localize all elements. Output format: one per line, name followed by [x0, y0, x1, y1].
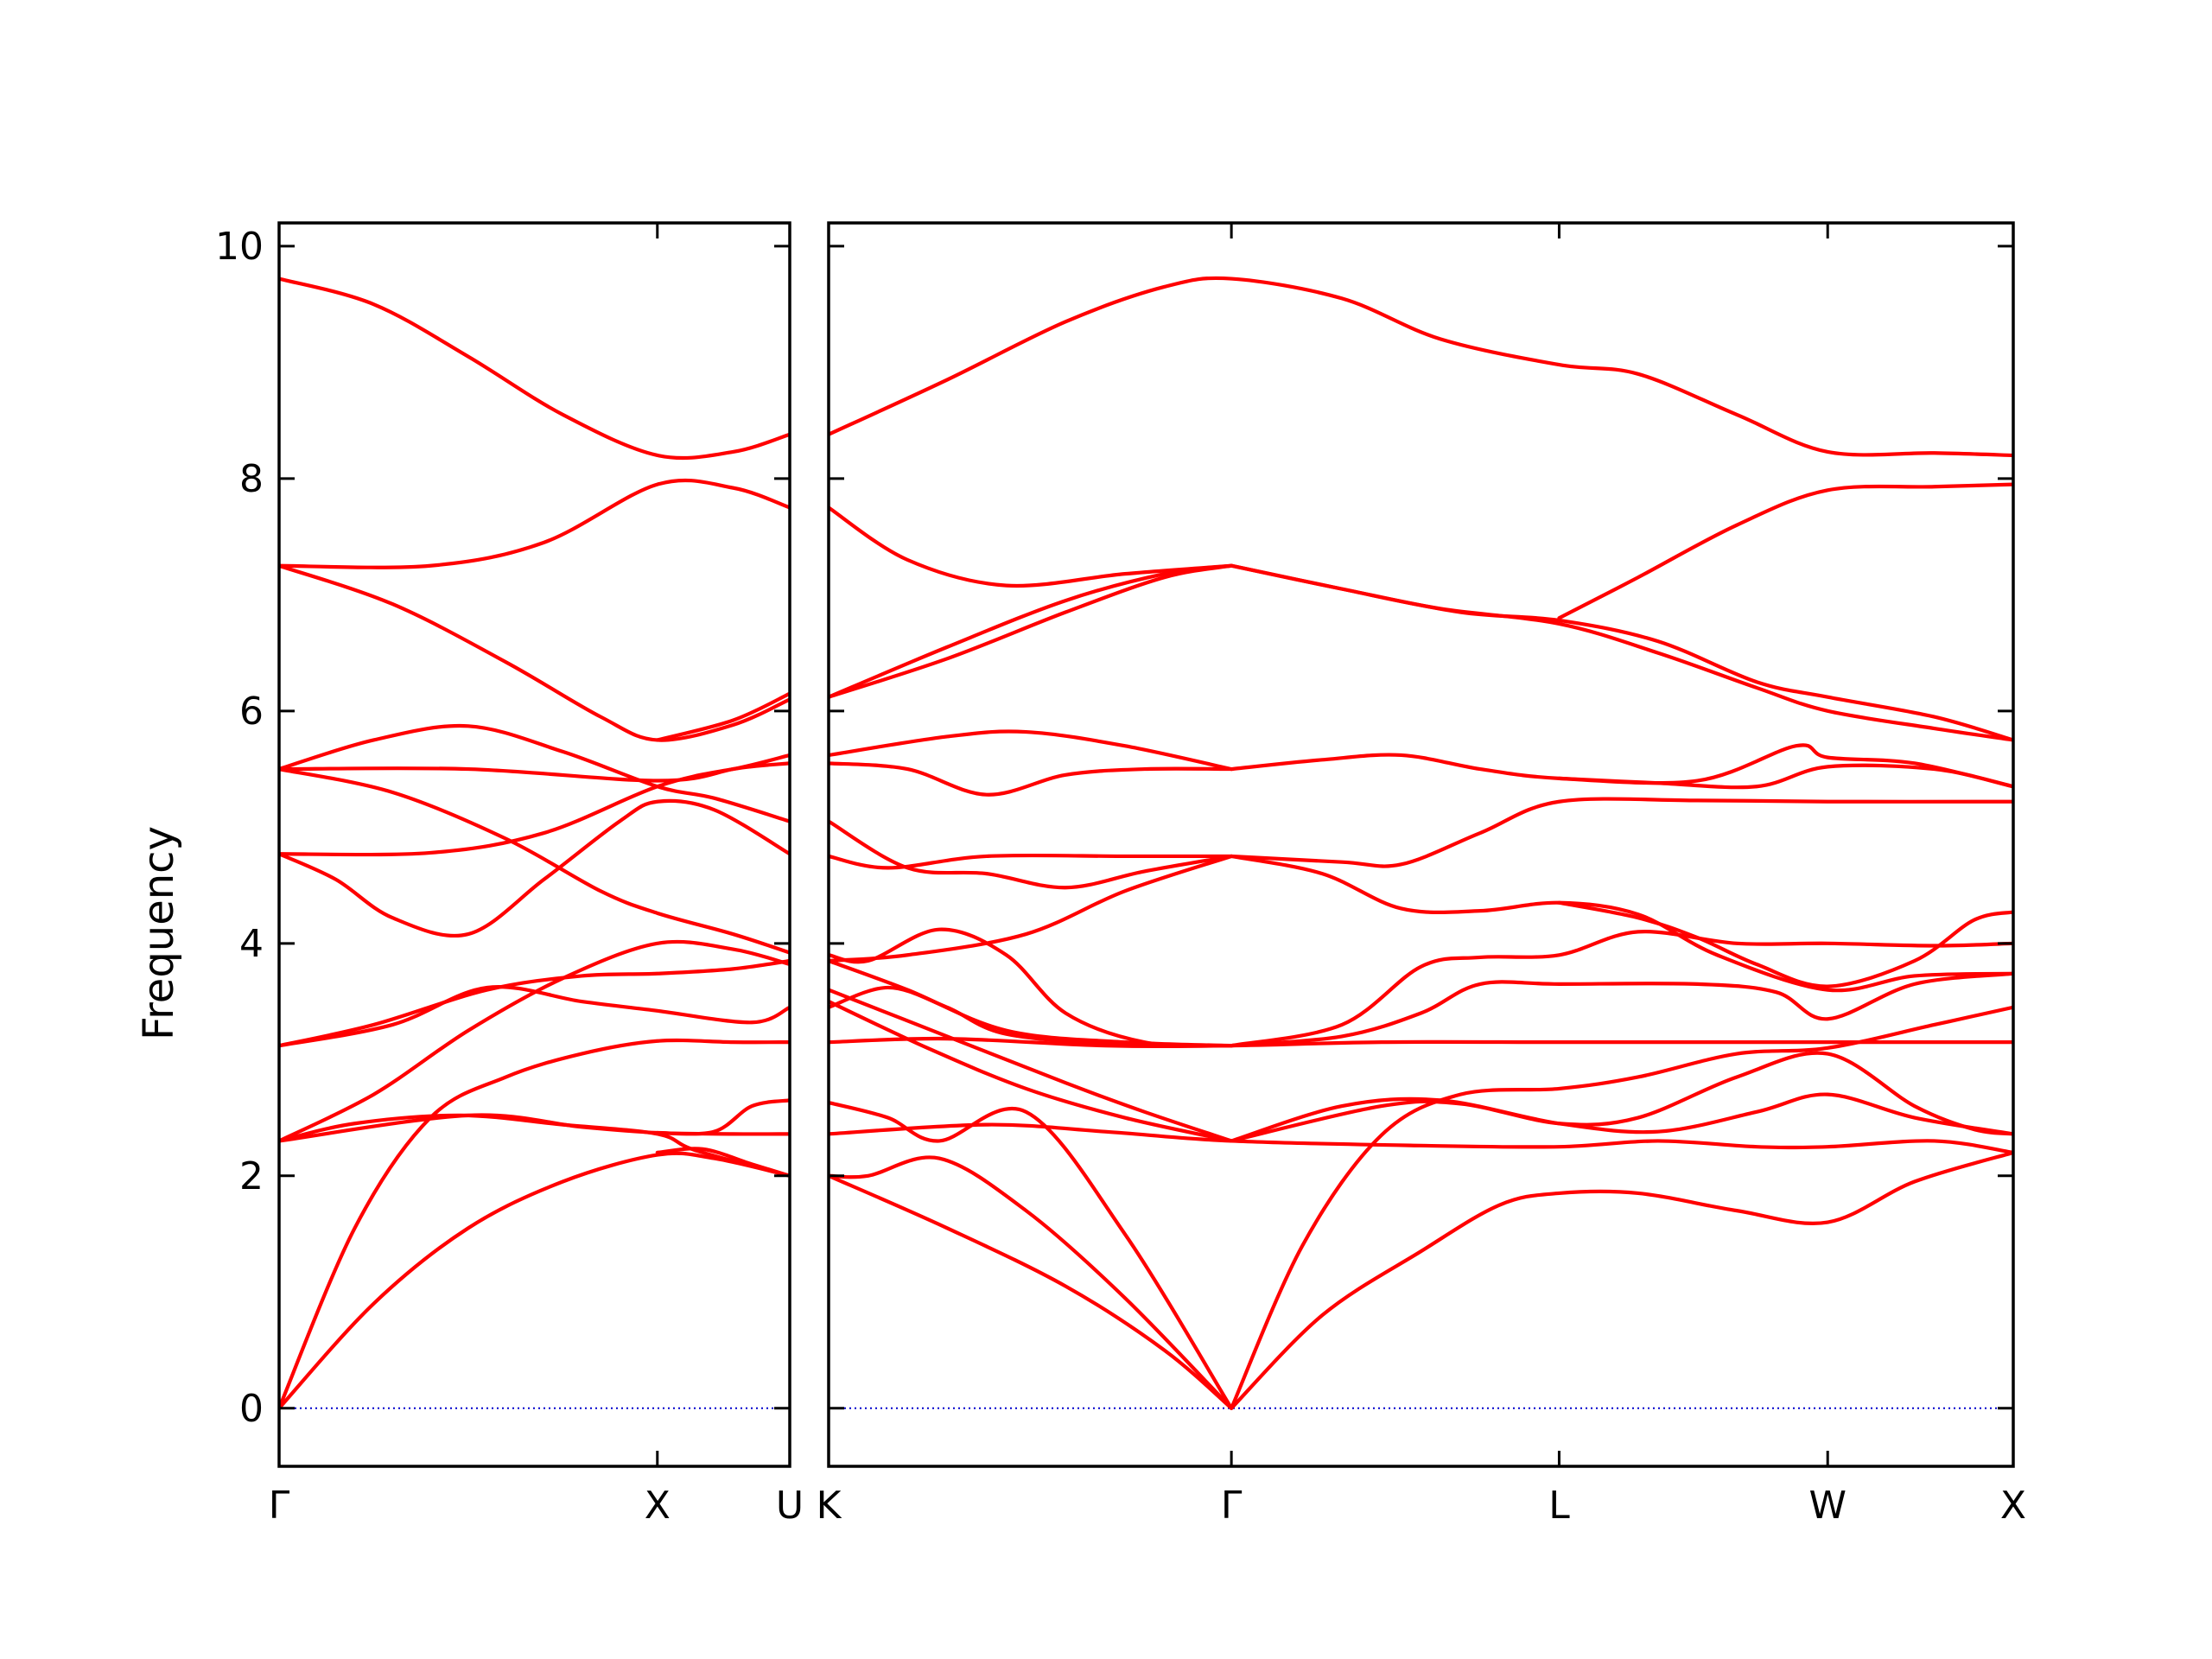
phonon-band-line — [829, 854, 1234, 963]
x-tick-label: U — [776, 1484, 804, 1528]
phonon-band-line — [1230, 563, 2013, 742]
phonon-band-line — [279, 985, 790, 1048]
phonon-band-line — [279, 478, 790, 569]
phonon-band-line — [655, 1098, 790, 1136]
phonon-band-line — [279, 1113, 790, 1143]
x-tick-label: W — [1808, 1484, 1847, 1528]
phonon-band-line — [279, 1151, 790, 1410]
phonon-band-line — [829, 1173, 1234, 1410]
plot-frame — [827, 221, 2015, 1468]
phonon-band-line — [279, 958, 790, 1048]
y-tick-label: 6 — [239, 690, 264, 734]
phonon-band-line — [1230, 971, 2013, 1048]
phonon-band-line — [1557, 900, 2013, 988]
phonon-band-line — [1230, 1092, 2013, 1143]
phonon-band-line — [279, 753, 790, 783]
phonon-band-line — [655, 691, 790, 742]
phonon-band-line — [1557, 763, 2013, 790]
phonon-band-line — [279, 723, 790, 823]
band-lines — [829, 276, 2013, 1410]
phonon-band-line — [829, 853, 1234, 870]
phonon-band-line — [279, 1038, 790, 1410]
phonon-band-line — [279, 563, 790, 742]
phonon-band-line — [279, 939, 790, 1143]
y-tick-label: 4 — [239, 922, 264, 966]
x-tick-label: X — [645, 1484, 671, 1528]
phonon-band-line — [1230, 854, 2013, 993]
phonon-band-line — [1230, 930, 2013, 1048]
phonon-band-line — [829, 563, 1234, 699]
phonon-band-line — [279, 276, 790, 461]
phonon-band-line — [829, 1122, 2013, 1154]
phonon-band-line — [1230, 1005, 2013, 1410]
plot-frame — [277, 221, 791, 1468]
phonon-band-line — [829, 563, 1234, 699]
phonon-band-line — [829, 1036, 2013, 1049]
phonon-band-line — [279, 1113, 790, 1178]
phonon-band-line — [829, 761, 1234, 797]
phonon-band-line — [279, 766, 790, 955]
phonon-band-line — [829, 276, 2013, 458]
x-tick-label: Γ — [269, 1484, 290, 1528]
phonon-band-line — [1230, 1150, 2013, 1410]
phonon-band-line — [829, 999, 1234, 1143]
phonon-band-line — [1557, 482, 2013, 620]
phonon-band-line — [829, 729, 1234, 772]
phonon-band-line — [829, 1155, 1234, 1410]
phonon-band-line — [829, 1100, 1234, 1410]
y-tick-label: 0 — [239, 1387, 264, 1431]
y-axis-label: Frequency — [135, 826, 183, 1040]
phonon-band-line — [829, 985, 1234, 1048]
phonon-band-line — [1230, 1051, 2013, 1143]
phonon-band-line — [829, 927, 1234, 1048]
phonon-band-line — [829, 988, 1234, 1143]
phonon-band-line — [1230, 797, 2013, 868]
phonon-band-line — [829, 819, 1234, 890]
y-tick-label: 10 — [215, 225, 264, 269]
x-tick-label: K — [817, 1484, 842, 1528]
y-axis: 0 2 4 6 8 10 — [215, 225, 264, 1431]
x-tick-label: L — [1548, 1484, 1570, 1528]
phonon-band-line — [829, 958, 1234, 1048]
phonon-band-line — [279, 798, 790, 938]
y-tick-label: 2 — [239, 1154, 264, 1198]
x-tick-label: X — [2000, 1484, 2026, 1528]
y-tick-label: 8 — [239, 457, 264, 501]
phonon-band-line — [655, 1147, 790, 1178]
band-lines — [279, 276, 790, 1410]
x-tick-label: Γ — [1221, 1484, 1243, 1528]
phonon-band-line — [829, 505, 1234, 588]
